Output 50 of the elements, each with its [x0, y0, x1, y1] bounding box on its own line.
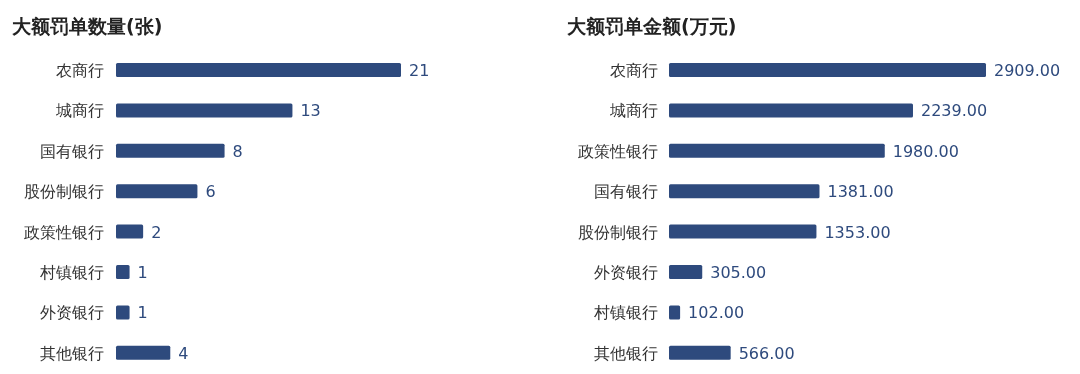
data-label: 2909.00	[994, 61, 1061, 80]
y-tick-label: 国有银行	[594, 182, 658, 202]
data-label: 1980.00	[892, 141, 959, 161]
data-label: 13	[300, 101, 321, 121]
bar	[116, 305, 130, 320]
bar	[669, 265, 703, 279]
bar	[669, 305, 681, 320]
data-label: 566.00	[738, 343, 795, 363]
y-tick-label: 股份制银行	[24, 182, 104, 202]
bar	[116, 103, 293, 118]
y-tick-label: 国有银行	[40, 141, 104, 161]
bar	[116, 224, 144, 239]
data-label: 21	[409, 61, 430, 80]
y-tick-label: 城商行	[609, 101, 658, 121]
bar	[669, 345, 731, 360]
y-tick-label: 外资银行	[594, 263, 658, 282]
data-label: 102.00	[688, 303, 745, 323]
y-tick-label: 农商行	[56, 61, 104, 80]
y-tick-label: 其他银行	[594, 343, 658, 363]
bar	[116, 143, 225, 158]
bar	[669, 63, 986, 77]
bar	[669, 184, 820, 199]
bar	[116, 184, 198, 199]
y-tick-label: 城商行	[55, 101, 104, 121]
data-label: 2	[151, 222, 162, 242]
data-label: 1	[137, 303, 148, 323]
bar	[669, 103, 913, 118]
y-tick-label: 外资银行	[40, 303, 104, 323]
y-tick-label: 政策性银行	[24, 222, 104, 242]
y-tick-label: 村镇银行	[39, 263, 104, 282]
bar	[669, 224, 817, 239]
y-tick-label: 其他银行	[40, 343, 104, 363]
data-label: 8	[232, 141, 243, 161]
data-label: 2239.00	[920, 101, 988, 121]
y-tick-label: 农商行	[610, 61, 658, 80]
data-label: 1	[137, 263, 148, 282]
bar	[669, 143, 885, 158]
data-label: 4	[178, 343, 189, 363]
data-label: 1353.00	[824, 222, 891, 242]
bar	[116, 265, 130, 279]
bar	[116, 63, 401, 77]
chart-title: 大额罚单金额(万元)	[567, 15, 737, 37]
y-tick-label: 政策性银行	[578, 141, 658, 161]
data-label: 305.00	[710, 263, 767, 282]
data-label: 6	[205, 182, 216, 202]
bar	[116, 345, 171, 360]
chart-title: 大额罚单数量(张)	[12, 15, 163, 37]
y-tick-label: 股份制银行	[578, 222, 658, 242]
data-label: 1381.00	[827, 182, 894, 202]
y-tick-label: 村镇银行	[593, 303, 658, 323]
